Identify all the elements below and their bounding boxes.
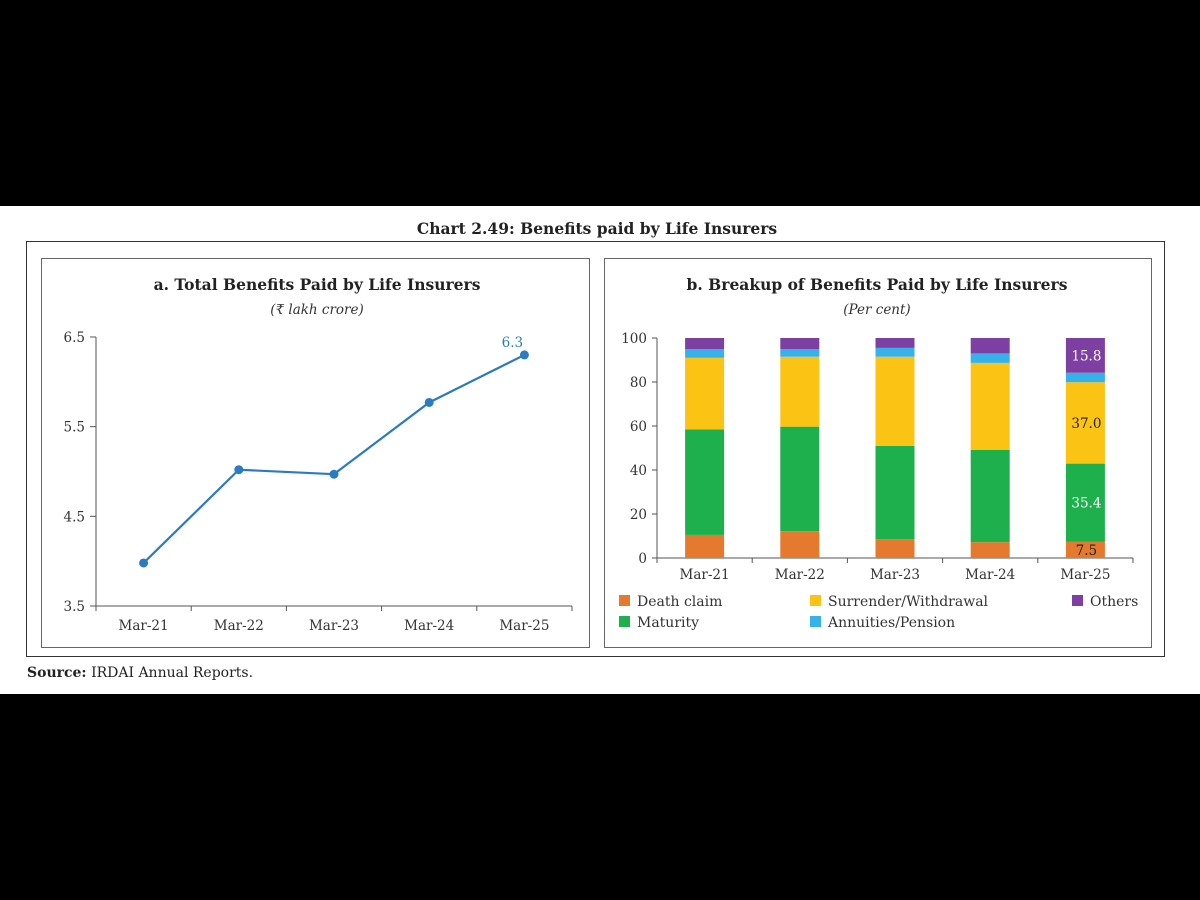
bar-segment — [875, 445, 915, 540]
bar-data-label: 7.5 — [1076, 543, 1097, 559]
y-tick-label: 0 — [638, 551, 647, 567]
bar-segment — [780, 531, 820, 558]
bar-segment — [1065, 372, 1105, 383]
figure-title: Chart 2.49: Benefits paid by Life Insure… — [416, 219, 778, 238]
source-text: IRDAI Annual Reports. — [91, 665, 254, 681]
figure-sheet: Chart 2.49: Benefits paid by Life Insure… — [0, 206, 1200, 694]
bar-chart-subtitle: (Per cent) — [843, 302, 910, 318]
bar-segment — [685, 357, 725, 430]
y-tick-label: 5.5 — [64, 420, 85, 436]
source-note: Source: IRDAI Annual Reports. — [27, 665, 253, 681]
bar-segment — [970, 338, 1010, 354]
bar-segment — [875, 356, 915, 446]
bar-segment — [685, 429, 725, 535]
bar-segment — [875, 338, 915, 348]
bar-chart-svg: b. Breakup of Benefits Paid by Life Insu… — [619, 275, 1138, 631]
figure-frame — [26, 241, 1165, 657]
bar-segment — [1065, 463, 1105, 542]
legend-label: Annuities/Pension — [827, 615, 955, 631]
legend-swatch — [619, 616, 630, 627]
bar-segment — [1065, 541, 1105, 558]
data-point — [234, 465, 244, 475]
x-tick-label: Mar-23 — [870, 567, 920, 583]
bar-segment — [875, 539, 915, 558]
legend-swatch — [810, 616, 821, 627]
bar-segment — [685, 534, 725, 558]
y-tick-label: 100 — [621, 331, 647, 347]
x-tick-label: Mar-21 — [119, 618, 169, 634]
series-line — [142, 353, 525, 564]
legend-swatch — [619, 595, 630, 606]
y-tick-label: 6.5 — [64, 330, 85, 346]
legend-swatch — [810, 595, 821, 606]
bar-segment — [970, 362, 1010, 450]
data-point — [139, 558, 149, 568]
bar-data-label: 15.8 — [1071, 348, 1101, 364]
source-label: Source: — [27, 665, 87, 681]
legend-label: Surrender/Withdrawal — [828, 594, 989, 610]
bar-segment — [875, 347, 915, 357]
line-chart-subtitle: (₹ lakh crore) — [270, 302, 364, 318]
bar-segment — [780, 338, 820, 349]
x-tick-label: Mar-24 — [965, 567, 1015, 583]
panel-stacked-bar-chart: b. Breakup of Benefits Paid by Life Insu… — [604, 258, 1152, 648]
data-point — [424, 397, 434, 407]
legend-label: Maturity — [637, 615, 699, 631]
bar-data-label: 35.4 — [1071, 496, 1101, 512]
y-tick-label: 40 — [630, 463, 647, 479]
x-tick-label: Mar-24 — [404, 618, 454, 634]
line-chart-svg: a. Total Benefits Paid by Life Insurers … — [64, 275, 573, 634]
data-point — [329, 469, 339, 479]
bar-segment — [780, 356, 820, 427]
x-tick-label: Mar-25 — [499, 618, 549, 634]
line-chart-title: a. Total Benefits Paid by Life Insurers — [154, 275, 481, 294]
bar-segment — [970, 353, 1010, 363]
x-tick-label: Mar-25 — [1060, 567, 1110, 583]
x-tick-label: Mar-22 — [775, 567, 825, 583]
bar-chart-title: b. Breakup of Benefits Paid by Life Insu… — [687, 275, 1068, 294]
bar-segment — [970, 449, 1010, 543]
data-label: 6.3 — [502, 335, 523, 351]
x-tick-label: Mar-22 — [214, 618, 264, 634]
bar-segment — [1065, 382, 1105, 464]
legend-label: Death claim — [637, 594, 722, 610]
legend-swatch — [1072, 595, 1083, 606]
x-tick-label: Mar-23 — [309, 618, 359, 634]
legend-label: Others — [1090, 594, 1138, 610]
y-tick-label: 4.5 — [64, 509, 85, 525]
y-tick-label: 80 — [630, 375, 647, 391]
y-tick-label: 60 — [630, 419, 647, 435]
y-tick-label: 3.5 — [64, 599, 85, 615]
bar-data-label: 37.0 — [1071, 416, 1101, 432]
bar-segment — [685, 338, 725, 349]
y-tick-label: 20 — [630, 507, 647, 523]
panel-line-chart: a. Total Benefits Paid by Life Insurers … — [41, 258, 590, 648]
bar-segment — [780, 426, 820, 532]
bar-segment — [970, 542, 1010, 558]
bar-segment — [780, 349, 820, 357]
data-point — [519, 350, 529, 360]
x-tick-label: Mar-21 — [680, 567, 730, 583]
bar-segment — [685, 349, 725, 358]
bar-segment — [1065, 338, 1105, 373]
